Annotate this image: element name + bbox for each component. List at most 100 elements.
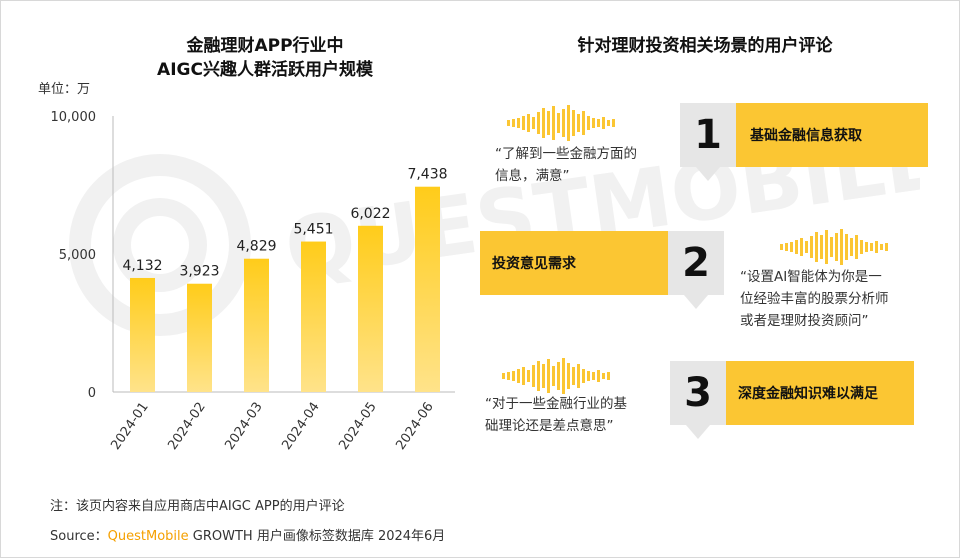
label-3-text: 深度金融知识难以满足 [738, 386, 878, 402]
wave-bar [607, 372, 610, 380]
wave-bar [810, 236, 813, 258]
wave-bar [522, 116, 525, 130]
quote-2-line: 或者是理财投资顾问” [740, 313, 869, 329]
wave-bar [880, 244, 883, 250]
wave-bar [875, 241, 878, 253]
wave-bar [840, 229, 843, 265]
wave-bar [537, 112, 540, 134]
wave-bar [567, 105, 570, 141]
wave-bar [592, 118, 595, 128]
wave-bar [547, 359, 550, 393]
wave-bar [582, 111, 585, 135]
quote-1-line: 信息，满意” [495, 168, 570, 184]
wave-bar [507, 120, 510, 126]
wave-bar [517, 118, 520, 128]
source-prefix: Source： [50, 529, 108, 544]
y-tick-label: 10,000 [51, 110, 97, 125]
y-tick-label: 5,000 [59, 248, 96, 263]
wave-bar [592, 372, 595, 380]
wave-bar [815, 232, 818, 262]
wave-bar [557, 113, 560, 133]
x-tick-label: 2024-05 [336, 400, 379, 453]
wave-bar [522, 367, 525, 385]
wave-bar [577, 364, 580, 388]
bar [301, 241, 326, 392]
wave-bar [542, 364, 545, 388]
wave-bar [512, 119, 515, 127]
quote-2: “设置AI智能体为你是一 位经验丰富的股票分析师 或者是理财投资顾问” [740, 266, 889, 332]
wave-bar [865, 242, 868, 252]
wave-bar [850, 238, 853, 256]
wave-bar [870, 243, 873, 251]
wave-bar [825, 230, 828, 264]
quote-3: “对于一些金融行业的基 础理论还是差点意思” [485, 393, 627, 437]
wave-bar [532, 117, 535, 129]
quote-3-line: 础理论还是差点意思” [485, 418, 614, 434]
quote-1: “了解到一些金融方面的 信息，满意” [495, 143, 637, 187]
wave-bar [597, 119, 600, 127]
quote-1-line: “了解到一些金融方面的 [495, 146, 637, 162]
number-2: 2 [682, 240, 710, 286]
wave-bar [587, 116, 590, 130]
wave-bar [845, 234, 848, 260]
quote-3-line: “对于一些金融行业的基 [485, 396, 627, 412]
sound-wave-icon [780, 229, 888, 265]
chart-title: 金融理财APP行业中 AIGC兴趣人群活跃用户规模 [110, 34, 420, 82]
wave-bar [552, 366, 555, 386]
wave-bar [780, 244, 783, 250]
wave-bar [820, 235, 823, 259]
wave-bar [790, 242, 793, 252]
wave-bar [542, 108, 545, 138]
number-3: 3 [684, 370, 712, 416]
wave-bar [835, 233, 838, 261]
wave-bar [517, 369, 520, 383]
wave-bar [512, 371, 515, 381]
wave-bar [607, 120, 610, 126]
wave-bar [527, 114, 530, 132]
number-badge-1: 1 [680, 103, 736, 181]
wave-bar [527, 370, 530, 382]
bar [130, 277, 155, 392]
bar-value-label: 3,923 [179, 264, 219, 280]
comments-title: 针对理财投资相关场景的用户评论 [577, 36, 833, 56]
wave-bar [855, 235, 858, 259]
wave-bar [507, 372, 510, 380]
quote-2-line: “设置AI智能体为你是一 [740, 269, 882, 285]
wave-bar [577, 114, 580, 132]
wave-bar [567, 363, 570, 389]
y-tick-label: 0 [88, 386, 96, 401]
wave-bar [860, 240, 863, 254]
wave-bar [885, 243, 888, 251]
quote-2-line: 位经验丰富的股票分析师 [740, 291, 889, 307]
bar-value-label: 7,438 [407, 167, 447, 183]
bar [415, 186, 440, 392]
badge-tail [696, 167, 720, 181]
unit-label: 单位：万 [38, 82, 91, 97]
wave-bar [795, 240, 798, 254]
sound-wave-icon [502, 358, 610, 394]
wave-bar [557, 362, 560, 390]
label-1-text: 基础金融信息获取 [750, 128, 862, 144]
wave-bar [537, 361, 540, 391]
bar [358, 225, 383, 392]
wave-bar [502, 373, 505, 379]
wave-bar [602, 117, 605, 129]
label-2-text: 投资意见需求 [492, 256, 576, 272]
chart-title-line2: AIGC兴趣人群活跃用户规模 [157, 60, 373, 80]
label-3: 深度金融知识难以满足 [726, 361, 914, 425]
wave-bar [830, 237, 833, 257]
wave-bar [800, 238, 803, 256]
wave-bar [602, 373, 605, 379]
number-1: 1 [694, 112, 722, 158]
bar [244, 258, 269, 392]
number-badge-3: 3 [670, 361, 726, 439]
number-badge-2: 2 [668, 231, 724, 309]
wave-bar [582, 369, 585, 383]
wave-bar [552, 106, 555, 140]
wave-bar [562, 358, 565, 394]
x-tick-label: 2024-06 [393, 400, 436, 453]
label-1: 基础金融信息获取 [736, 103, 928, 167]
badge-tail [686, 425, 710, 439]
chart-title-line1: 金融理财APP行业中 [186, 36, 344, 56]
